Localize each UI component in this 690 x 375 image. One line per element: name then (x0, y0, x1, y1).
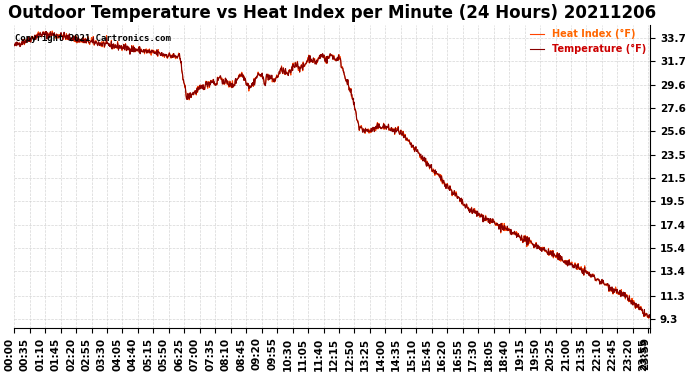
Heat Index (°F) (646, 315, 654, 319)
Temperature (°F) (646, 315, 654, 319)
Heat Index (°F) (223, 82, 231, 87)
Temperature (°F) (137, 48, 145, 53)
Heat Index (°F) (515, 234, 523, 239)
Text: Copyright 2021 Cartronics.com: Copyright 2021 Cartronics.com (14, 34, 170, 43)
Heat Index (°F) (644, 316, 653, 321)
Temperature (°F) (571, 262, 579, 267)
Title: Outdoor Temperature vs Heat Index per Minute (24 Hours) 20211206: Outdoor Temperature vs Heat Index per Mi… (8, 4, 656, 22)
Temperature (°F) (42, 29, 50, 34)
Heat Index (°F) (571, 261, 579, 265)
Temperature (°F) (152, 50, 160, 54)
Line: Temperature (°F): Temperature (°F) (14, 32, 650, 317)
Temperature (°F) (10, 43, 19, 47)
Heat Index (°F) (432, 171, 440, 176)
Line: Heat Index (°F): Heat Index (°F) (14, 31, 650, 318)
Temperature (°F) (432, 171, 440, 175)
Heat Index (°F) (10, 42, 19, 46)
Heat Index (°F) (137, 49, 145, 54)
Heat Index (°F) (48, 29, 57, 33)
Legend: Heat Index (°F), Temperature (°F): Heat Index (°F), Temperature (°F) (526, 25, 650, 58)
Heat Index (°F) (152, 49, 160, 54)
Temperature (°F) (515, 234, 523, 239)
Temperature (°F) (644, 315, 653, 320)
Temperature (°F) (223, 81, 231, 86)
